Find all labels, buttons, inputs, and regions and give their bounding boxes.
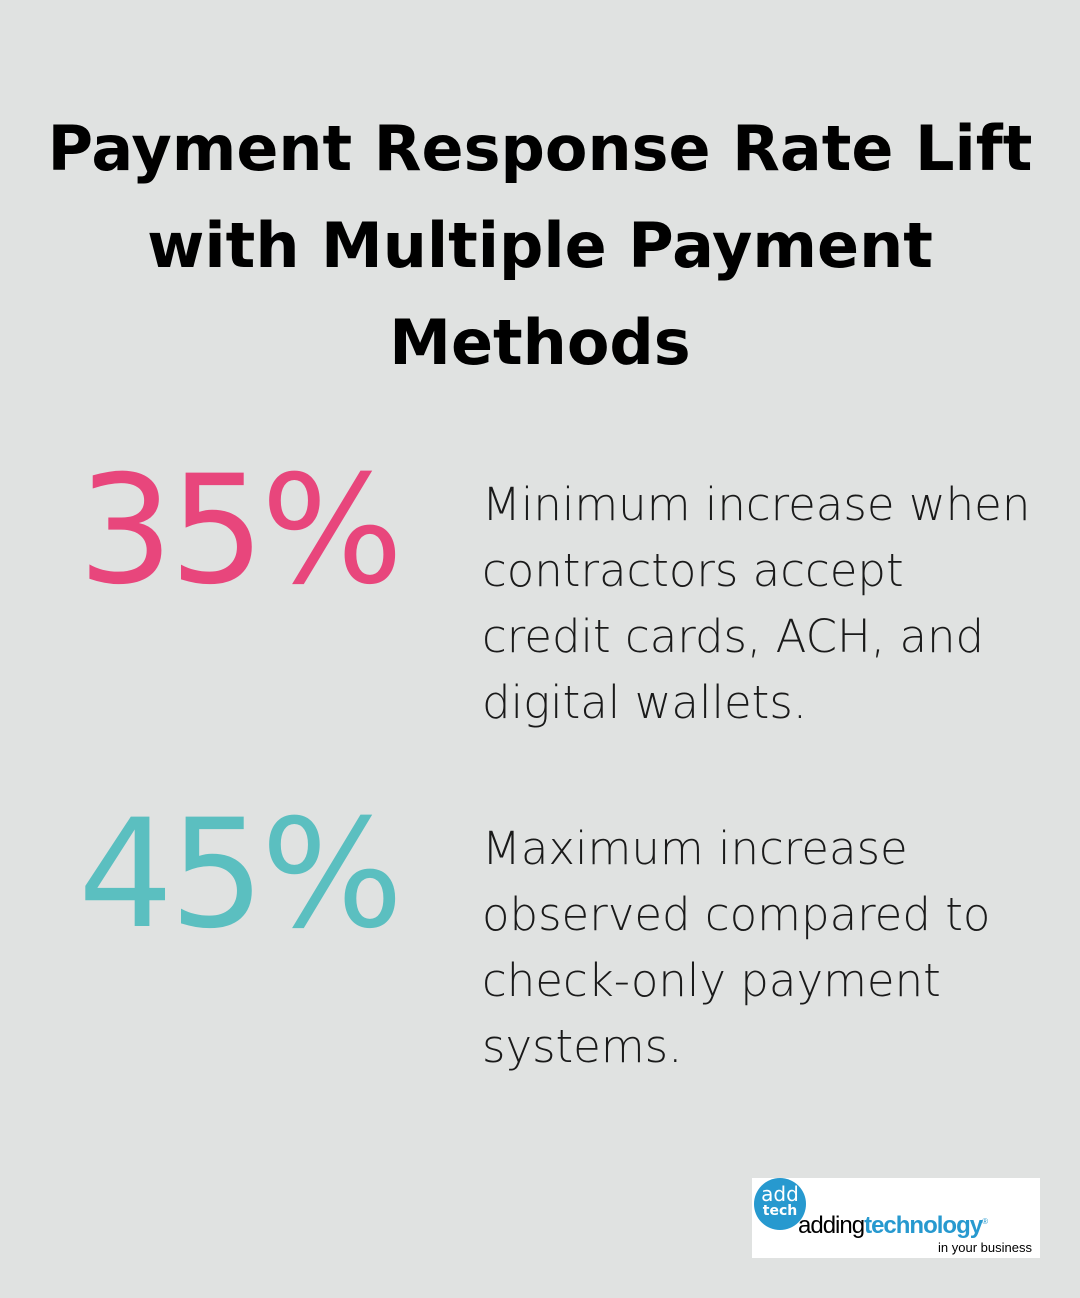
stat-value-min: 35% — [78, 444, 403, 618]
brand-logo: add tech addingtechnology® in your busin… — [752, 1178, 1040, 1258]
logo-tagline: in your business — [938, 1240, 1032, 1255]
stat-description-max: Maximum increase observed compared to ch… — [482, 822, 991, 1073]
logo-badge: add tech — [754, 1178, 806, 1230]
stat-value-max: 45% — [78, 788, 403, 962]
logo-badge-top: add — [761, 1182, 799, 1206]
logo-word-1: adding — [798, 1212, 865, 1239]
logo-wordmark: addingtechnology® — [798, 1212, 988, 1240]
logo-word-2: technology — [864, 1212, 983, 1239]
logo-badge-bottom: tech — [762, 1203, 798, 1219]
stat-description-min: Minimum increase when contractors accept… — [482, 478, 1031, 729]
page-title: Payment Response Rate Lift with Multiple… — [47, 112, 1033, 379]
logo-reg: ® — [982, 1217, 988, 1226]
